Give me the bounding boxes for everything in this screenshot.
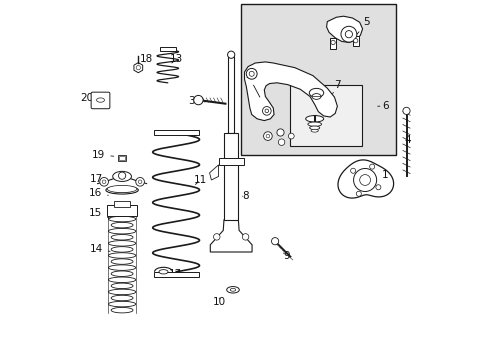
Bar [224, 133, 238, 220]
Circle shape [353, 168, 376, 192]
FancyBboxPatch shape [91, 92, 110, 109]
Circle shape [262, 107, 270, 115]
Circle shape [100, 177, 108, 186]
Ellipse shape [106, 186, 138, 194]
Polygon shape [326, 16, 362, 42]
Circle shape [330, 40, 335, 45]
Circle shape [288, 133, 294, 139]
Text: 19: 19 [92, 150, 113, 160]
Circle shape [227, 51, 234, 58]
Circle shape [369, 164, 374, 169]
Circle shape [136, 66, 140, 70]
Polygon shape [337, 160, 393, 198]
Circle shape [263, 132, 272, 140]
Circle shape [264, 109, 268, 113]
Bar [153, 272, 199, 277]
Circle shape [271, 238, 278, 245]
Circle shape [375, 185, 380, 190]
Circle shape [359, 175, 370, 185]
Circle shape [193, 95, 203, 105]
Bar [159, 47, 176, 51]
Text: 17: 17 [89, 174, 108, 184]
Polygon shape [134, 63, 142, 73]
Ellipse shape [159, 270, 168, 274]
Text: 13: 13 [169, 54, 183, 64]
Polygon shape [210, 220, 251, 252]
Text: 18: 18 [140, 54, 153, 64]
Text: 7: 7 [332, 80, 340, 94]
Bar [118, 155, 126, 161]
Bar [114, 201, 130, 207]
Text: 16: 16 [89, 188, 108, 198]
Ellipse shape [311, 94, 320, 99]
Bar [329, 38, 336, 49]
Text: 8: 8 [242, 191, 248, 201]
Circle shape [213, 234, 220, 240]
Ellipse shape [107, 185, 137, 193]
Circle shape [356, 191, 361, 196]
Bar [241, 4, 395, 155]
Text: 1: 1 [370, 170, 387, 180]
Bar [107, 205, 137, 216]
Bar [228, 56, 234, 133]
Text: 10: 10 [212, 297, 225, 307]
Bar [352, 36, 358, 46]
Circle shape [249, 71, 254, 76]
Ellipse shape [309, 88, 323, 97]
Circle shape [276, 129, 284, 136]
Ellipse shape [226, 287, 239, 293]
Text: 12: 12 [168, 269, 182, 279]
Text: 9: 9 [283, 251, 289, 261]
Ellipse shape [305, 116, 323, 122]
Bar [153, 130, 199, 135]
Text: 6: 6 [377, 101, 388, 111]
Bar [119, 156, 125, 160]
Ellipse shape [113, 171, 131, 181]
Circle shape [265, 134, 269, 138]
Circle shape [118, 172, 125, 179]
Circle shape [242, 234, 248, 240]
Ellipse shape [230, 288, 235, 291]
Text: 4: 4 [404, 135, 410, 150]
Circle shape [136, 177, 144, 186]
Circle shape [246, 68, 257, 79]
Ellipse shape [309, 126, 319, 130]
Text: 20: 20 [80, 93, 100, 103]
Polygon shape [244, 62, 337, 121]
Ellipse shape [310, 129, 318, 132]
Ellipse shape [96, 98, 104, 102]
Text: 3: 3 [187, 96, 202, 106]
Circle shape [353, 39, 357, 43]
Ellipse shape [307, 122, 321, 126]
Polygon shape [209, 165, 218, 180]
Bar [218, 158, 244, 165]
Circle shape [402, 107, 409, 114]
Text: 14: 14 [89, 244, 110, 254]
Circle shape [138, 180, 142, 184]
Bar [289, 85, 361, 146]
Text: 5: 5 [354, 17, 369, 36]
Circle shape [278, 139, 284, 145]
Text: 11: 11 [194, 175, 207, 185]
Text: 2: 2 [244, 70, 259, 97]
Text: 15: 15 [89, 208, 110, 219]
Circle shape [102, 180, 106, 184]
Circle shape [340, 26, 356, 42]
Ellipse shape [111, 188, 133, 193]
Circle shape [350, 168, 355, 173]
Circle shape [345, 31, 352, 38]
